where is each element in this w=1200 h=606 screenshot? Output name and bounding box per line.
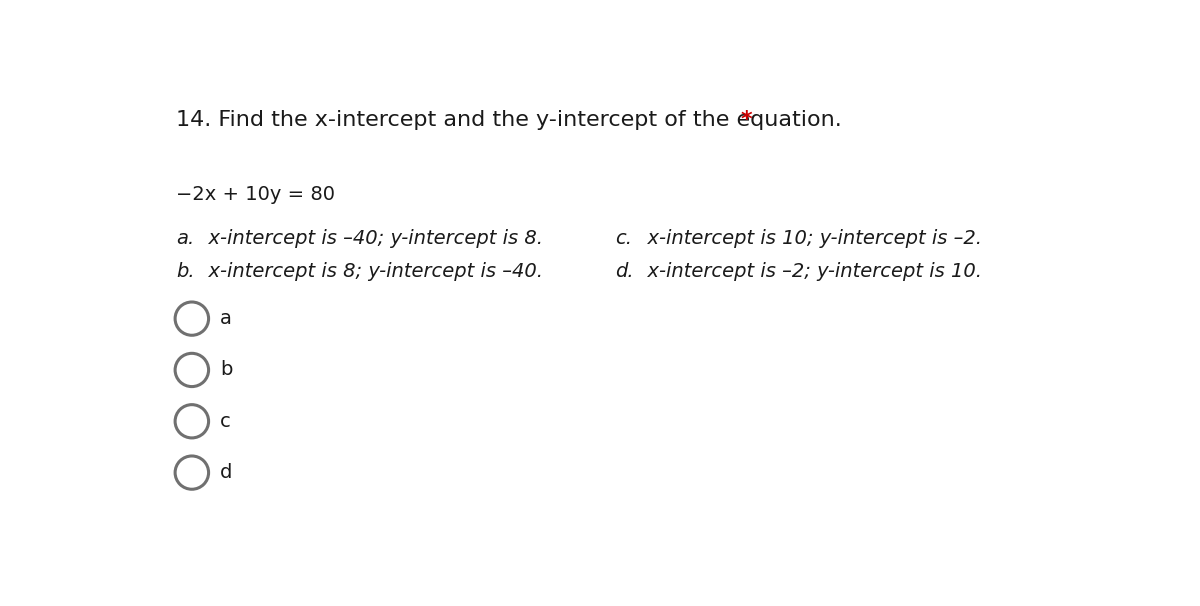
Text: c.: c. xyxy=(616,229,632,248)
Text: a.: a. xyxy=(176,229,194,248)
Text: c: c xyxy=(220,412,230,431)
Text: x-intercept is 10; y-intercept is –2.: x-intercept is 10; y-intercept is –2. xyxy=(636,229,983,248)
Text: b.: b. xyxy=(176,262,194,281)
Text: d.: d. xyxy=(616,262,634,281)
Text: *: * xyxy=(740,110,752,130)
Text: −2x + 10y = 80: −2x + 10y = 80 xyxy=(176,185,335,204)
Text: a: a xyxy=(220,309,232,328)
Text: x-intercept is –2; y-intercept is 10.: x-intercept is –2; y-intercept is 10. xyxy=(636,262,983,281)
Text: 14. Find the x-intercept and the y-intercept of the equation.: 14. Find the x-intercept and the y-inter… xyxy=(176,110,848,130)
Text: x-intercept is 8; y-intercept is –40.: x-intercept is 8; y-intercept is –40. xyxy=(197,262,544,281)
Text: b: b xyxy=(220,361,232,379)
Text: d: d xyxy=(220,463,232,482)
Text: x-intercept is –40; y-intercept is 8.: x-intercept is –40; y-intercept is 8. xyxy=(197,229,544,248)
